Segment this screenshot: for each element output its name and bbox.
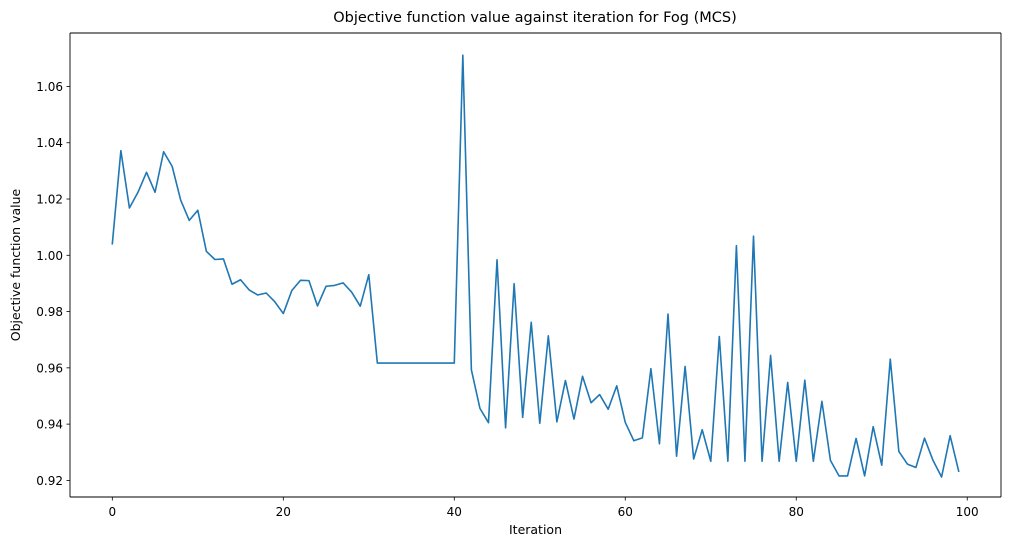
plot-area	[70, 33, 1001, 497]
x-axis-label: Iteration	[509, 522, 562, 537]
y-axis: 0.92 0.94 0.96 0.98 1.00 1.02 1.04 1.06	[36, 80, 70, 488]
y-tick-label: 0.98	[36, 305, 63, 319]
x-tick-label: 80	[789, 505, 804, 519]
x-tick-label: 100	[956, 505, 979, 519]
y-tick-label: 0.94	[36, 418, 63, 432]
series-line	[111, 54, 960, 478]
y-axis-label: Objective function value	[8, 188, 23, 341]
x-axis: 0 20 40 60 80 100	[108, 497, 979, 519]
y-tick-label: 1.02	[36, 193, 63, 207]
chart-title: Objective function value against iterati…	[333, 10, 737, 26]
y-tick-label: 0.96	[36, 361, 63, 375]
x-tick-label: 40	[447, 505, 462, 519]
x-tick-label: 60	[618, 505, 633, 519]
x-tick-label: 0	[108, 505, 116, 519]
y-tick-label: 0.92	[36, 474, 63, 488]
x-tick-label: 20	[276, 505, 291, 519]
y-tick-label: 1.04	[36, 136, 63, 150]
y-tick-label: 1.06	[36, 80, 63, 94]
y-tick-label: 1.00	[36, 249, 63, 263]
